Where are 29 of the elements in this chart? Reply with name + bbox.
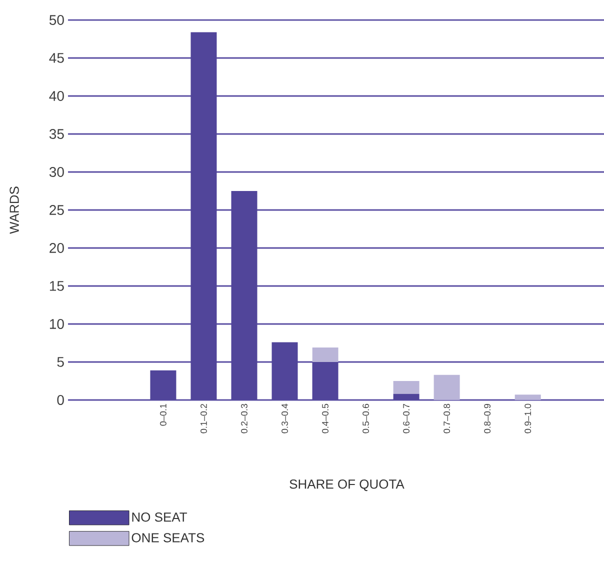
y-tick-label: 50 <box>49 15 64 25</box>
bar <box>393 381 420 394</box>
legend-label: NO SEAT <box>132 512 188 522</box>
x-tick-label: 0.9–1.0 <box>524 404 532 434</box>
y-axis-title: WARDS <box>10 186 19 234</box>
legend-label: ONE SEATS <box>132 533 204 542</box>
y-tick-label: 40 <box>49 91 64 101</box>
y-tick-label: 30 <box>49 167 64 177</box>
x-tick-label: 0–0.1 <box>160 404 166 426</box>
x-tick-label: 0.2–0.3 <box>241 404 248 434</box>
x-tick-label: 0.7–0.8 <box>444 404 450 434</box>
x-tick-label: 0.3–0.4 <box>282 404 288 434</box>
y-tick-label: 35 <box>49 129 64 139</box>
y-tick-label: 20 <box>50 243 64 253</box>
bar <box>312 348 338 362</box>
x-tick-label: 0.4–0.5 <box>322 404 328 434</box>
x-tick-label: 0.5–0.6 <box>362 404 369 434</box>
x-tick-label: 0.1–0.2 <box>200 404 207 434</box>
y-tick-label: 25 <box>50 205 64 215</box>
bar <box>514 394 541 400</box>
x-tick-label: 0.6–0.7 <box>403 404 410 434</box>
bar <box>434 374 460 400</box>
y-tick-label: 45 <box>49 53 64 63</box>
x-axis-title: SHARE OF QUOTA <box>290 480 404 492</box>
y-tick-label: 0 <box>57 395 64 405</box>
y-tick-label: 5 <box>57 357 64 367</box>
x-tick-label: 0.8–0.9 <box>484 404 491 434</box>
y-tick-label: 15 <box>50 281 64 291</box>
y-tick-label: 10 <box>50 319 64 329</box>
